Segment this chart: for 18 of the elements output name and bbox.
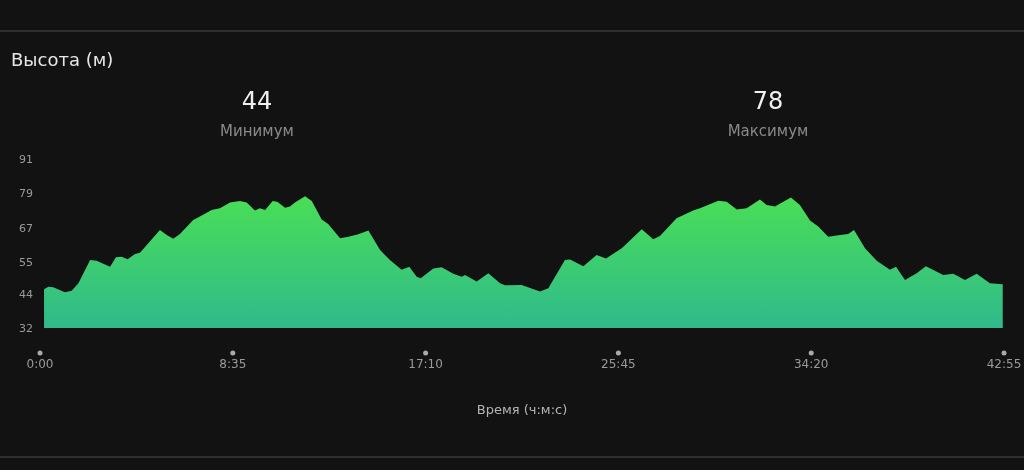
y-tick-label: 32	[19, 322, 33, 335]
text: 44	[241, 87, 273, 115]
x-tick-label: 34:20	[793, 357, 829, 371]
x-axis-title: Время (ч:м:с)	[476, 402, 568, 417]
x-tick-label: 0:00	[26, 357, 54, 371]
chart-title: Высота (м)	[11, 49, 114, 70]
x-tick-label: 42:55	[986, 357, 1022, 371]
y-tick-label: 44	[19, 287, 33, 301]
y-tick-label: 91	[19, 153, 33, 166]
y-tick-label: 55	[19, 256, 33, 270]
text: Максимум	[727, 122, 809, 140]
x-tick-label: 17:10	[408, 357, 443, 371]
x-tick-label: 25:45	[601, 357, 636, 371]
text: 78	[752, 87, 784, 115]
y-tick-label: 79	[19, 187, 33, 201]
x-tick-label: 8:35	[219, 357, 247, 371]
text: Минимум	[220, 122, 294, 140]
y-tick-label: 67	[19, 221, 33, 235]
